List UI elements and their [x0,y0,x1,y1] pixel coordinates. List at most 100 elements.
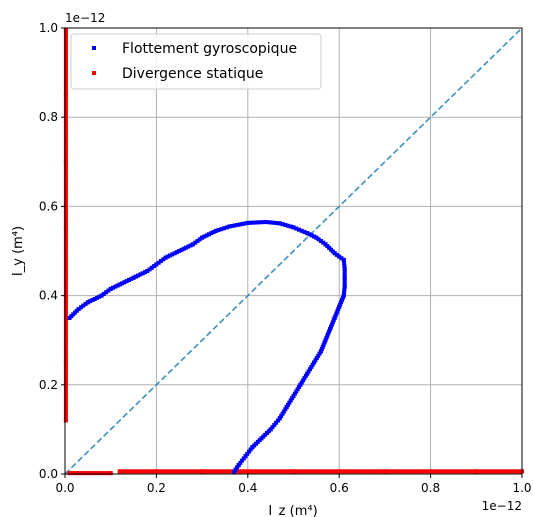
divergence-trail-marker [143,469,148,474]
divergence-trail-marker [63,153,68,158]
y-tick-label: 0.8 [39,110,58,124]
divergence-trail-marker [408,469,413,474]
flottement-trail-marker [248,447,253,452]
divergence-trail-marker [394,469,399,474]
divergence-trail-marker [225,469,230,474]
divergence-trail-marker [334,469,339,474]
flottement-trail-marker [243,221,248,226]
flottement-trail-marker [324,335,329,340]
divergence-trail-marker [354,469,359,474]
divergence-trail-marker [63,95,68,100]
flottement-trail-marker [83,301,88,306]
flottement-trail-marker [299,380,304,385]
flottement-point [99,293,104,298]
flottement-trail-marker [334,252,339,257]
flottement-point [67,315,72,320]
divergence-trail-marker [63,247,68,252]
divergence-trail-marker [145,469,150,474]
flottement-trail-marker [307,232,312,237]
divergence-trail-marker [63,200,68,205]
flottement-trail-marker [129,276,134,281]
flottement-trail-marker [290,396,295,401]
flottement-trail-marker [326,331,331,336]
flottement-trail-marker [152,264,157,269]
divergence-trail-marker [237,469,242,474]
flottement-trail-marker [216,228,221,233]
divergence-point [63,92,68,97]
flottement-point [342,284,347,289]
flottement-point [291,225,296,230]
divergence-trail-marker [94,471,99,476]
flottement-trail-marker [306,369,311,374]
flottement-trail-marker [78,305,83,310]
y-axis-ticks: 0.0 0.2 0.4 0.6 0.8 1.0 [39,21,65,481]
flottement-trail-marker [193,240,198,245]
flottement-point [117,282,122,287]
divergence-trail-marker [63,203,68,208]
flottement-trail-marker [113,284,118,289]
divergence-trail-marker [63,191,68,196]
divergence-trail-marker [63,206,68,211]
divergence-point [63,293,68,298]
divergence-trail-marker [365,469,370,474]
grid [64,27,523,475]
flottement-trail-marker [197,237,202,242]
divergence-trail-marker [63,348,68,353]
divergence-trail-marker [462,469,467,474]
flottement-trail-marker [235,465,240,470]
flottement-trail-marker [286,223,291,228]
divergence-trail-marker [511,469,516,474]
flottement-trail-marker [280,222,285,227]
divergence-trail-marker [168,469,173,474]
divergence-trail-marker [63,369,68,374]
flottement-trail-marker [142,270,147,275]
flottement-point [245,220,250,225]
divergence-trail-marker [63,116,68,121]
divergence-point [474,469,479,474]
divergence-trail-marker [351,469,356,474]
divergence-trail-marker [63,401,68,406]
divergence-trail-marker [105,471,110,476]
divergence-trail-marker [140,469,145,474]
divergence-trail-marker [191,469,196,474]
flottement-trail-marker [325,333,330,338]
flottement-trail-marker [184,245,189,250]
divergence-trail-marker [63,290,68,295]
flottement-trail-marker [338,302,343,307]
divergence-trail-marker [63,209,68,214]
flottement-trail-marker [342,260,347,265]
divergence-trail-marker [297,469,302,474]
divergence-trail-marker [242,469,247,474]
divergence-trail-marker [126,469,131,474]
divergence-point [63,360,68,365]
flottement-trail-marker [319,347,324,352]
flottement-point [284,405,289,410]
divergence-trail-marker [194,469,199,474]
flottement-point [76,306,81,311]
flottement-trail-marker [206,232,211,237]
flottement-trail-marker [174,250,179,255]
divergence-trail-marker [388,469,393,474]
divergence-trail-marker [80,471,85,476]
divergence-trail-marker [63,345,68,350]
y-tick-label: 0.0 [39,467,58,481]
divergence-trail-marker [63,31,68,36]
divergence-trail-marker [63,37,68,42]
divergence-point [63,28,68,33]
divergence-point [85,471,90,476]
divergence-trail-marker [63,84,68,89]
divergence-trail-marker [385,469,390,474]
divergence-trail-marker [508,469,513,474]
flottement-trail-marker [280,411,285,416]
divergence-trail-marker [63,177,68,182]
flottement-trail-marker [224,225,229,230]
divergence-trail-marker [63,380,68,385]
divergence-trail-marker [360,469,365,474]
flottement-point [85,300,90,305]
divergence-trail-marker [63,279,68,284]
divergence-trail-marker [63,267,68,272]
x-scale-label: 1e−12 [482,499,522,513]
flottement-point [200,235,205,240]
divergence-point [63,418,68,423]
divergence-trail-marker [451,469,456,474]
